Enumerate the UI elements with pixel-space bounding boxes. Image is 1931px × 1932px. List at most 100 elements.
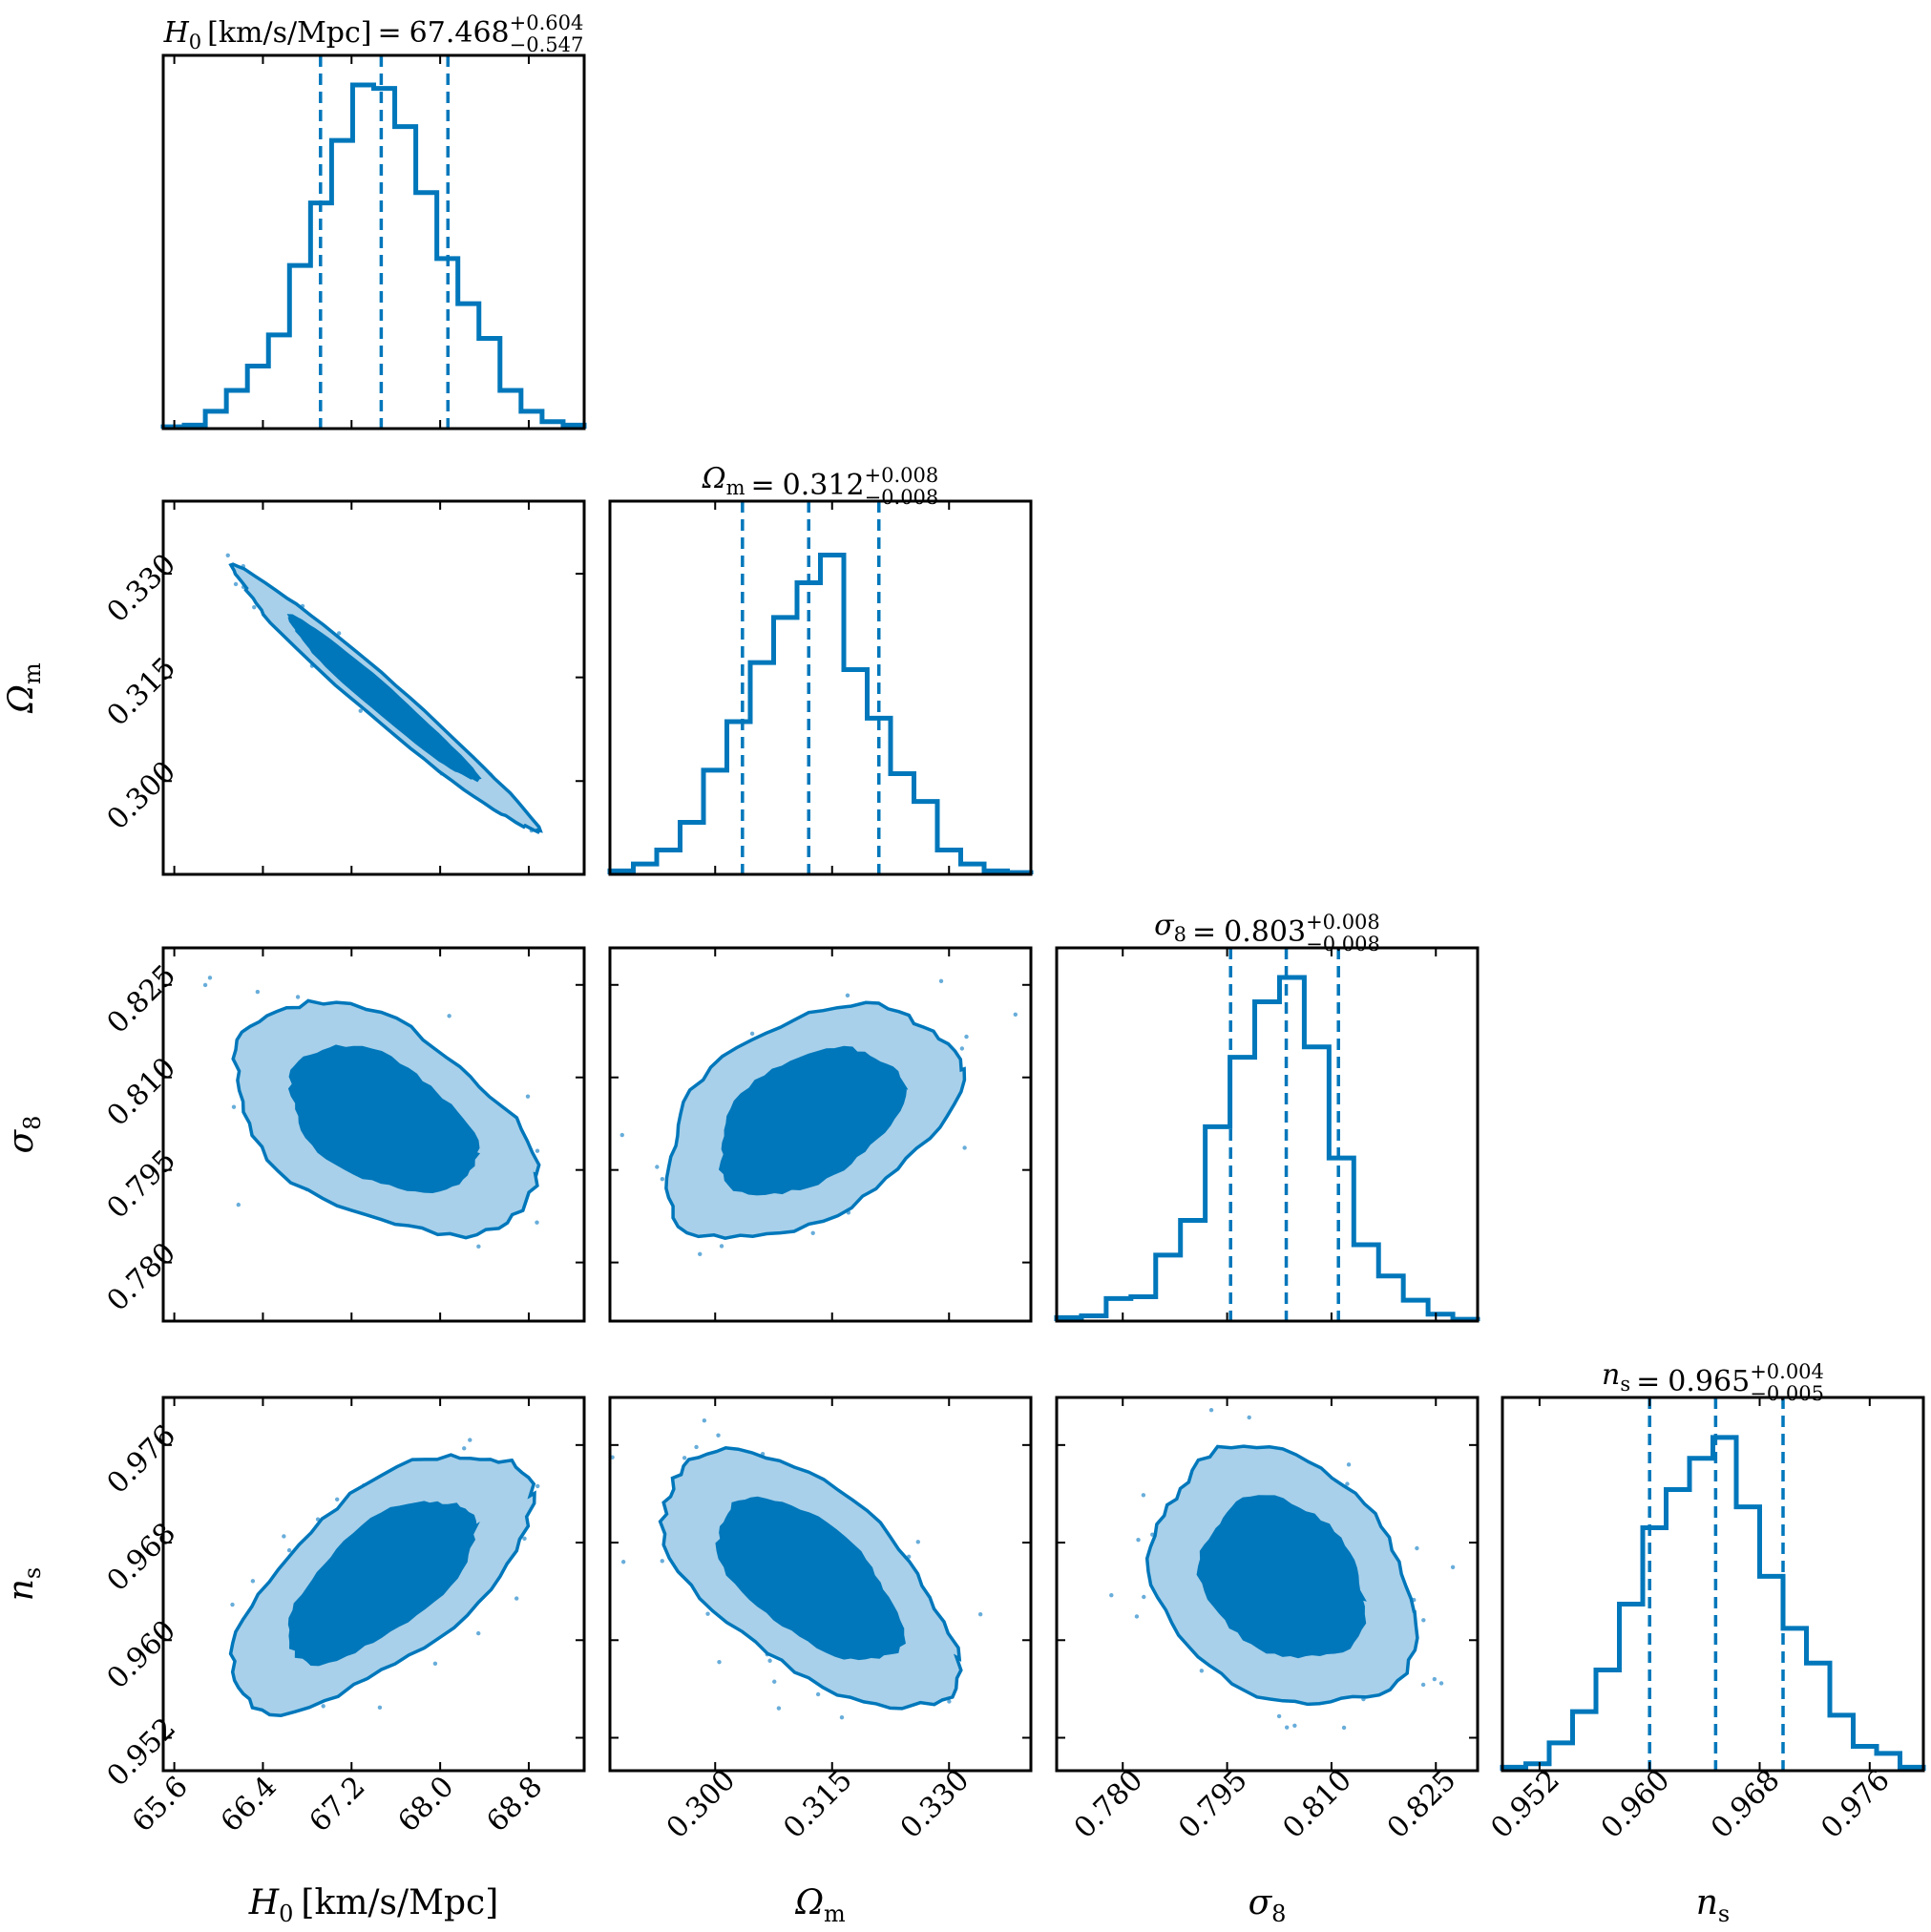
sample-point xyxy=(1345,1481,1350,1486)
sample-point xyxy=(776,1706,782,1711)
title-symbol: H xyxy=(163,16,190,50)
sample-point xyxy=(845,993,850,998)
sample-point xyxy=(1208,1408,1214,1413)
y-axis-symbol-sub: s xyxy=(19,1567,46,1579)
sample-point xyxy=(525,1094,531,1099)
sample-point xyxy=(947,1699,952,1704)
x-tick-label: 0.968 xyxy=(1705,1764,1786,1845)
panel-frame xyxy=(608,1396,1033,1773)
contour68 xyxy=(1196,1495,1367,1659)
title-plus-error: +0.004 xyxy=(1750,1360,1824,1383)
sample-point xyxy=(702,1418,707,1423)
y-tick-label: 0.825 xyxy=(101,958,182,1040)
x-axis-label-s8: σ8 xyxy=(1249,1883,1287,1927)
sample-point xyxy=(915,1540,920,1544)
panel-s8-vs-H0: 0.780 0.795 0.810 0.825 σ8 xyxy=(2,946,586,1323)
x-axis-symbol-sub: s xyxy=(1718,1900,1730,1927)
title-median: 0.965 xyxy=(1668,1365,1750,1398)
sample-point xyxy=(1247,1415,1251,1420)
sample-point xyxy=(1284,1725,1290,1730)
sample-point xyxy=(336,631,342,636)
sample-point xyxy=(282,1534,286,1539)
sample-point xyxy=(1199,1669,1205,1673)
y-tick-label: 0.780 xyxy=(101,1236,182,1317)
title-minus-error: −0.008 xyxy=(1306,933,1380,956)
title-minus-error: −0.005 xyxy=(1750,1382,1824,1405)
sample-point xyxy=(660,1559,664,1564)
sample-point xyxy=(1013,1012,1018,1017)
y-axis-symbol-sub: m xyxy=(19,662,46,684)
title-unit: [km/s/Mpc] xyxy=(207,16,371,50)
x-axis-unit: [km/s/Mpc] xyxy=(301,1883,498,1922)
sample-point xyxy=(1109,1592,1114,1598)
panel-frame xyxy=(1501,1396,1925,1773)
histogram-H0 xyxy=(160,82,587,430)
histogram-s8 xyxy=(1054,975,1480,1322)
sample-point xyxy=(250,1579,256,1584)
contour68 xyxy=(287,1501,480,1667)
sample-point xyxy=(462,1446,467,1451)
x-axis-label-H0: H0 [km/s/Mpc] xyxy=(248,1883,499,1927)
x-axis-symbol: σ xyxy=(1249,1883,1273,1922)
contour68 xyxy=(286,614,482,783)
sample-point xyxy=(767,1658,772,1663)
sample-point xyxy=(255,989,261,995)
y-axis-symbol: n xyxy=(2,1579,41,1601)
x-axis-symbol: Ω xyxy=(794,1883,824,1922)
panel-frame xyxy=(1055,946,1480,1323)
panel-frame xyxy=(161,946,586,1323)
sample-point xyxy=(1341,1725,1347,1731)
panel-H0-vs-H0: H0 [km/s/Mpc] = 67.468+0.604 −0.547 xyxy=(160,11,587,430)
sample-point xyxy=(476,1630,481,1636)
sample-point xyxy=(1415,1545,1419,1551)
title-symbol: Ω xyxy=(702,462,726,495)
sample-point xyxy=(447,1014,451,1018)
x-tick-label: 68.0 xyxy=(391,1770,460,1838)
title-plus-error: +0.604 xyxy=(510,11,584,34)
sample-point xyxy=(286,1547,292,1553)
x-tick-label: 0.315 xyxy=(777,1764,858,1845)
sample-point xyxy=(749,1031,755,1037)
sample-point xyxy=(839,1714,845,1720)
title-symbol-sub: m xyxy=(726,476,745,499)
title-symbol-sub: 8 xyxy=(1174,923,1186,946)
panel-frame xyxy=(161,53,586,430)
histogram-Om xyxy=(607,552,1034,875)
title-equals: = xyxy=(751,469,775,502)
sample-point xyxy=(719,1244,724,1249)
x-tick-label: 0.825 xyxy=(1381,1764,1462,1845)
sample-point xyxy=(202,982,208,988)
sample-point xyxy=(694,1444,699,1450)
y-axis-symbol-sub: 8 xyxy=(19,1116,46,1130)
panel-s8-vs-Om xyxy=(608,946,1033,1323)
y-tick-label: 0.810 xyxy=(101,1051,182,1132)
x-axis-symbol: n xyxy=(1696,1883,1718,1922)
x-tick-label: 67.2 xyxy=(304,1770,372,1838)
contour68 xyxy=(287,1044,481,1193)
y-tick-label: 0.795 xyxy=(101,1144,182,1225)
sample-point xyxy=(1438,1681,1444,1686)
sample-point xyxy=(772,1679,777,1684)
sample-point xyxy=(334,1497,340,1502)
y-axis-label-s8: σ8 xyxy=(2,1116,46,1154)
x-tick-label: 0.300 xyxy=(661,1764,742,1845)
panel-Om-vs-Om: Ωm = 0.312+0.008 −0.008 xyxy=(607,462,1034,876)
sample-point xyxy=(432,1661,438,1667)
sample-point xyxy=(377,1705,383,1711)
sample-point xyxy=(1450,1564,1456,1570)
panel-frame xyxy=(161,499,586,876)
panel-frame xyxy=(608,499,1033,876)
x-tick-label: 0.960 xyxy=(1595,1764,1676,1845)
sample-point xyxy=(535,1483,540,1489)
y-tick-label: 0.960 xyxy=(101,1614,182,1695)
title-median: 0.312 xyxy=(783,469,865,502)
sample-point xyxy=(1420,1682,1426,1688)
contour68 xyxy=(715,1496,906,1661)
sample-point xyxy=(207,976,213,980)
x-tick-label: 0.795 xyxy=(1172,1764,1253,1845)
sample-point xyxy=(1136,1537,1141,1543)
sample-point xyxy=(977,1611,983,1617)
panel-ns-vs-Om: 0.300 0.315 0.330 Ωm xyxy=(608,1396,1033,1927)
sample-point xyxy=(682,1456,687,1460)
